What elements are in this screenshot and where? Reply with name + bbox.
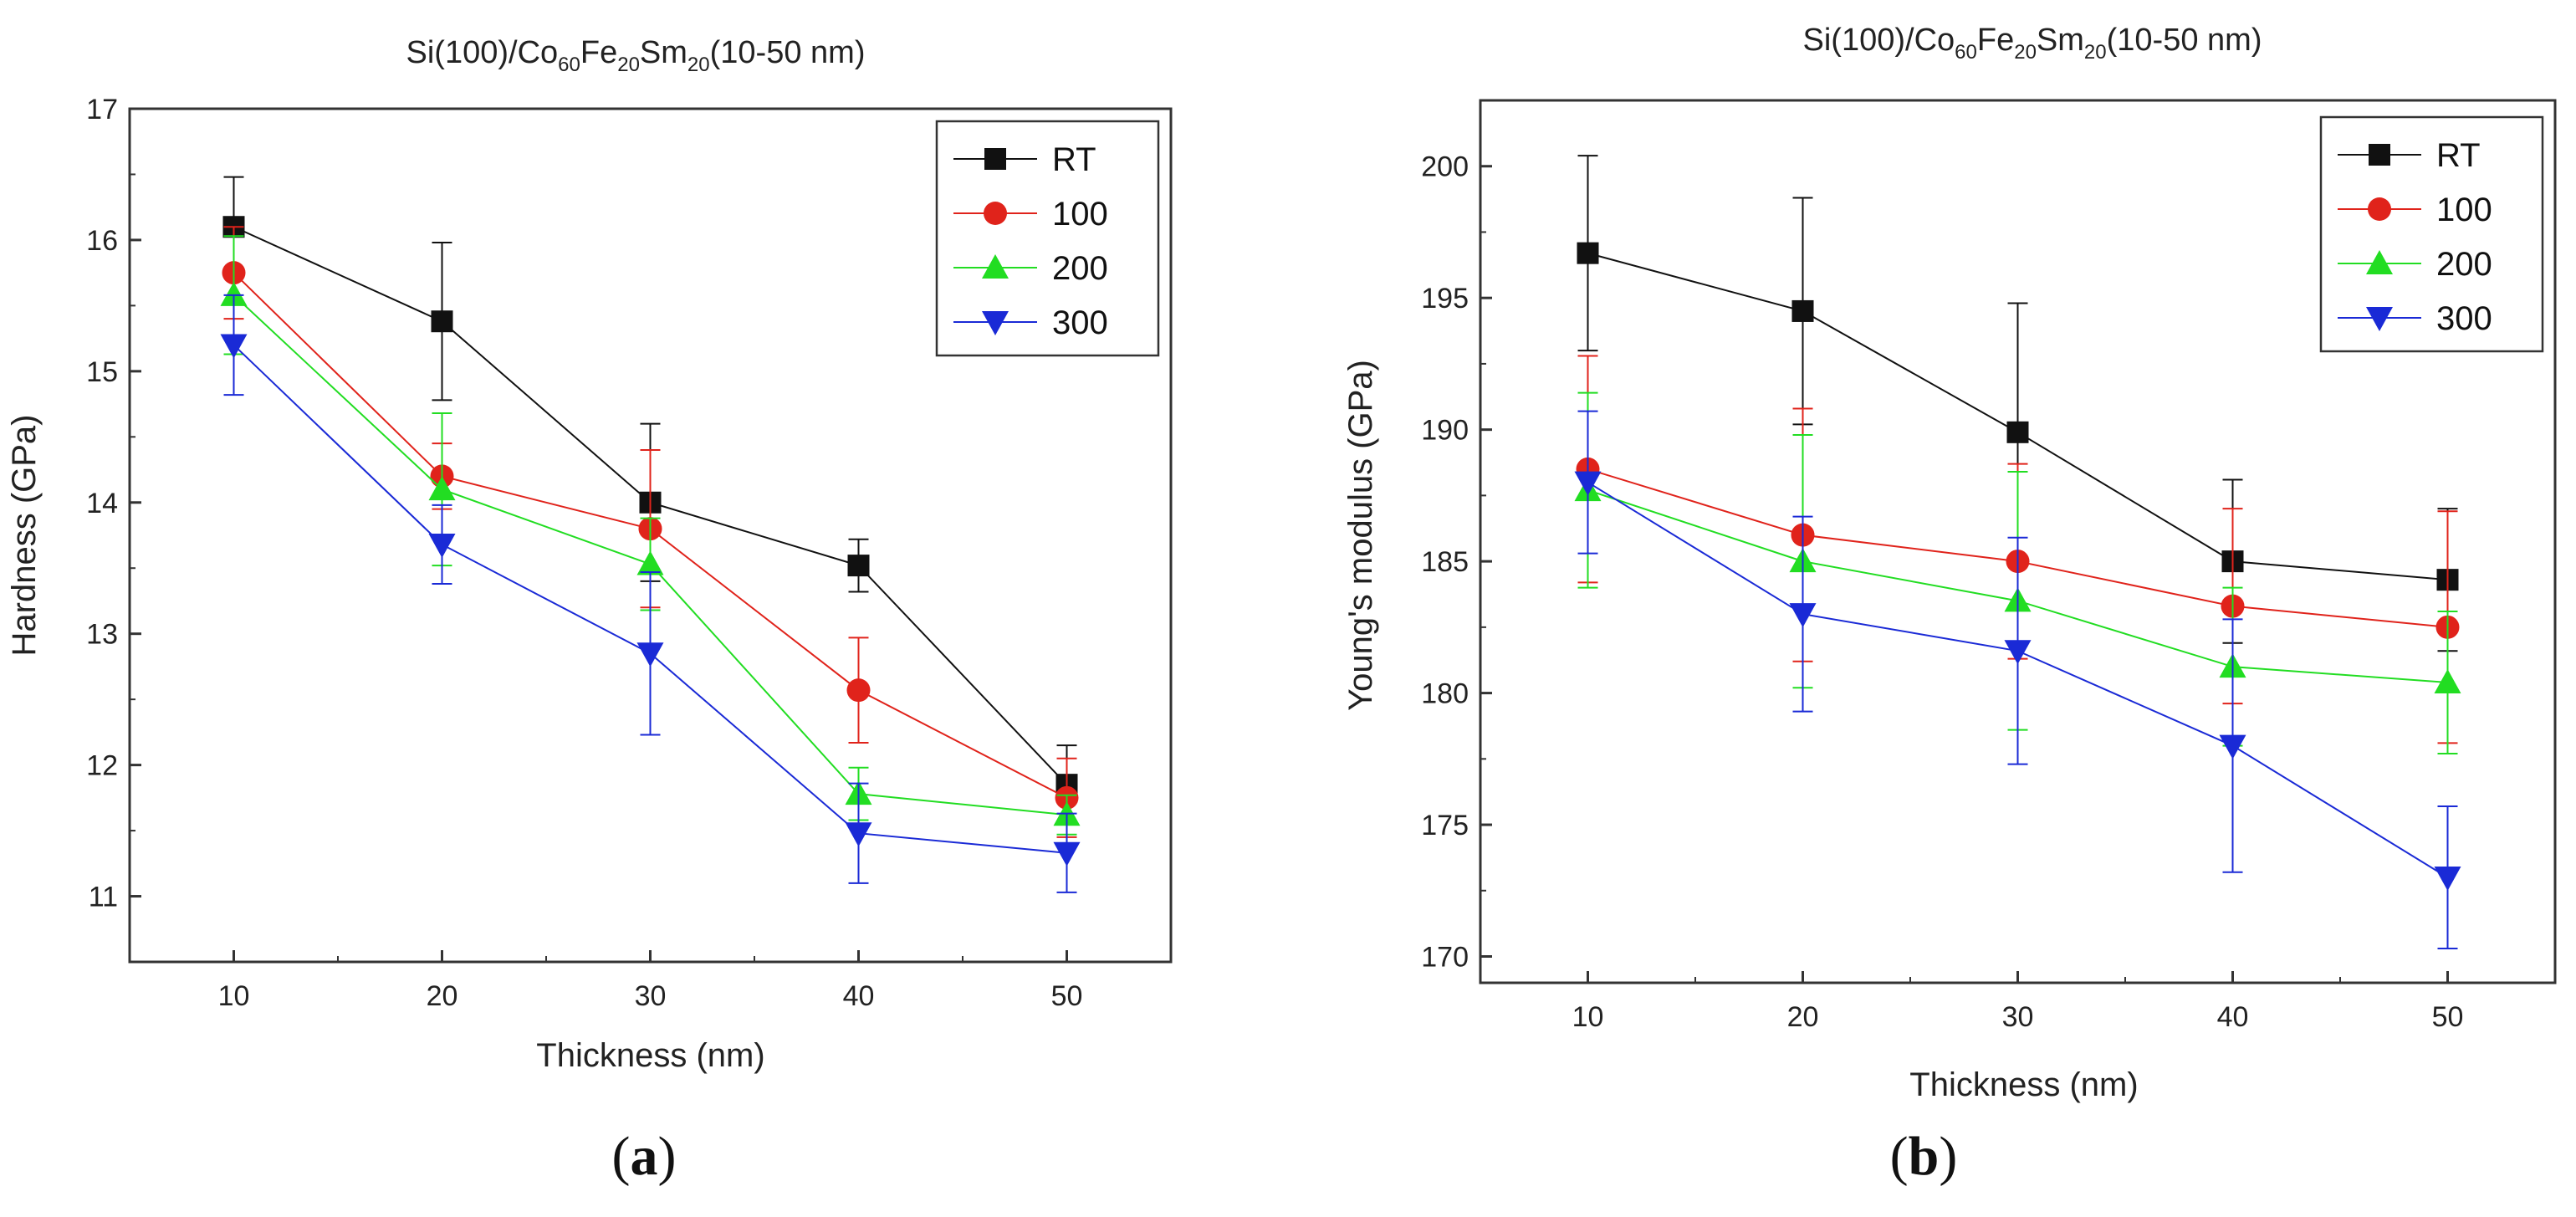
data-point	[636, 642, 664, 667]
title-subscript: 20	[2014, 41, 2037, 64]
y-tick-label: 170	[1421, 942, 1469, 974]
legend-label: 300	[1052, 304, 1108, 341]
y-tick-label: 14	[86, 488, 118, 519]
x-tick-label: 40	[2217, 1001, 2249, 1033]
legend: RT 100 200 300	[2319, 115, 2544, 353]
title-subscript: 60	[558, 54, 580, 76]
caption-b: (b)	[1889, 1126, 1958, 1187]
series-300	[1574, 410, 2461, 950]
legend-marker	[2366, 307, 2393, 331]
youngs-modulus-chart: Si(100)/Co60Fe20Sm20(10-50 nm)10 20 30 40 50…	[1342, 23, 2557, 1103]
x-axis-label: Thickness (nm)	[1909, 1066, 2138, 1103]
x-tick-label: 50	[2432, 1001, 2464, 1033]
data-point	[1789, 603, 1817, 628]
y-tick-label: 11	[89, 882, 118, 913]
legend-label: 200	[1052, 250, 1108, 287]
data-point	[428, 476, 456, 501]
legend-marker	[984, 202, 1007, 225]
legend-box	[935, 120, 1160, 357]
y-tick-label: 12	[86, 750, 118, 782]
x-tick-label: 30	[2002, 1001, 2034, 1033]
chart-panel-youngs-modulus: Si(100)/Co60Fe20Sm20(10-50 nm) 10 20 30 40 50…	[1288, 0, 2576, 1217]
y-tick-label: 17	[86, 94, 118, 125]
legend-marker	[2368, 197, 2391, 221]
chart-panel-hardness: Si(100)/Co60Fe20Sm20(10-50 nm) 10 20 30 40 50…	[6, 35, 1173, 1187]
legend-marker	[2369, 144, 2390, 166]
legend-label: 300	[2436, 300, 2492, 337]
x-tick-label: 40	[843, 980, 875, 1012]
title-segment: Si(100)/Co	[1803, 23, 1955, 58]
title-segment: (10-50 nm)	[2107, 23, 2262, 58]
title-subscript: 60	[1955, 41, 1977, 64]
data-point	[428, 533, 456, 558]
legend: RT 100 200 300	[935, 120, 1160, 357]
data-point	[2004, 640, 2032, 665]
x-tick-label: 10	[218, 980, 250, 1012]
y-tick-label: 180	[1421, 678, 1469, 710]
data-point	[2219, 734, 2246, 759]
data-point	[1574, 471, 1602, 496]
data-point	[1053, 841, 1081, 867]
data-point	[846, 678, 871, 703]
chart-title: Si(100)/Co60Fe20Sm20(10-50 nm)	[1803, 23, 2262, 64]
legend-label: 100	[2436, 192, 2492, 228]
legend-label: RT	[2436, 137, 2481, 174]
x-tick-label: 50	[1051, 980, 1083, 1012]
x-tick-label: 20	[427, 980, 458, 1012]
chart-title: Si(100)/Co60Fe20Sm20(10-50 nm)	[406, 35, 866, 76]
data-point	[845, 822, 872, 847]
x-tick-label: 30	[635, 980, 667, 1012]
title-segment: Fe	[580, 35, 617, 70]
data-point	[2434, 668, 2461, 693]
y-tick-label: 200	[1421, 151, 1469, 183]
legend-marker	[982, 311, 1009, 335]
caption-b-letter: b	[1908, 1126, 1940, 1187]
legend-marker	[982, 254, 1009, 279]
title-segment: Sm	[2037, 23, 2084, 58]
data-point	[220, 334, 248, 359]
y-tick-label: 13	[86, 619, 118, 651]
hardness-chart: Si(100)/Co60Fe20Sm20(10-50 nm)10 20 30 40 50…	[6, 35, 1173, 1074]
data-point	[1577, 242, 1599, 264]
title-segment: Sm	[640, 35, 687, 70]
data-point	[431, 310, 453, 333]
data-point	[847, 555, 870, 577]
y-tick-label: 190	[1421, 415, 1469, 447]
data-point	[636, 550, 664, 575]
y-axis-label: Hardness (GPa)	[6, 415, 43, 657]
y-tick-label: 195	[1421, 283, 1469, 314]
y-axis-label: Young's modulus (GPa)	[1342, 360, 1379, 711]
x-tick-label: 10	[1572, 1001, 1604, 1033]
caption-a: (a)	[611, 1126, 677, 1187]
title-segment: Si(100)/Co	[406, 35, 559, 70]
title-subscript: 20	[2084, 41, 2107, 64]
data-point	[1791, 299, 1814, 322]
legend-marker	[2366, 250, 2393, 274]
legend-label: 100	[1052, 196, 1108, 233]
caption-a-letter: a	[630, 1126, 658, 1187]
legend-label: RT	[1052, 141, 1096, 178]
legend-marker	[984, 148, 1006, 170]
y-tick-label: 15	[86, 356, 118, 388]
y-tick-label: 175	[1421, 810, 1469, 841]
title-segment: (10-50 nm)	[710, 35, 866, 70]
data-point	[220, 281, 248, 306]
title-subscript: 20	[617, 54, 640, 76]
x-axis-label: Thickness (nm)	[536, 1037, 764, 1074]
title-subscript: 20	[687, 54, 710, 76]
legend-box	[2319, 115, 2544, 353]
data-point	[2006, 421, 2029, 443]
title-segment: Fe	[1977, 23, 2014, 58]
y-tick-label: 185	[1421, 546, 1469, 578]
series-300	[220, 294, 1081, 893]
data-point	[2434, 867, 2461, 892]
x-tick-label: 20	[1787, 1001, 1819, 1033]
legend-label: 200	[2436, 246, 2492, 283]
y-tick-label: 16	[86, 225, 118, 257]
series-200	[220, 235, 1081, 836]
